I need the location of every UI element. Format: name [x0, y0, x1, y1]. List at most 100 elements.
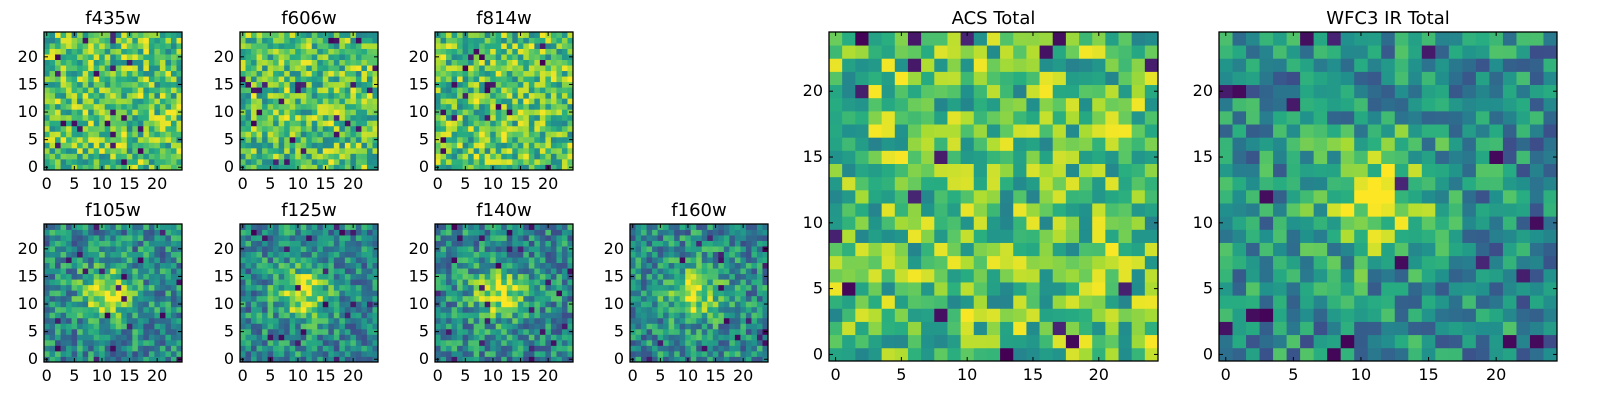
pixel-cell	[93, 273, 100, 280]
pixel-cell	[251, 32, 257, 38]
pixel-cell	[534, 142, 541, 149]
pixel-cell	[457, 142, 463, 149]
pixel-cell	[545, 312, 552, 319]
pixel-cell	[701, 246, 708, 252]
pixel-cell	[256, 345, 263, 352]
pixel-cell	[289, 284, 296, 291]
pixel-cell	[523, 37, 530, 44]
pixel-cell	[300, 273, 307, 280]
pixel-cell	[479, 273, 486, 280]
pixel-cell	[154, 339, 161, 346]
pixel-cell	[712, 229, 719, 236]
pixel-cell	[154, 246, 161, 252]
pixel-cell	[740, 312, 747, 319]
pixel-cell	[539, 103, 546, 110]
pixel-cell	[148, 279, 155, 286]
pixel-cell	[712, 257, 719, 264]
pixel-cell	[556, 114, 563, 121]
pixel-cell	[273, 224, 280, 230]
pixel-cell	[372, 59, 379, 66]
x-tick-label: 5	[460, 366, 470, 385]
pixel-cell	[82, 312, 89, 319]
pixel-cell	[176, 312, 183, 319]
pixel-cell	[251, 262, 257, 269]
pixel-cell	[240, 142, 246, 149]
pixel-cell	[506, 59, 513, 66]
pixel-cell	[71, 306, 78, 313]
pixel-cell	[635, 317, 642, 324]
pixel-cell	[630, 295, 636, 302]
pixel-cell	[88, 273, 95, 280]
pixel-cell	[528, 301, 535, 308]
pixel-cell	[842, 347, 856, 362]
pixel-cell	[245, 98, 252, 105]
pixel-cell	[1118, 334, 1133, 349]
pixel-cell	[881, 176, 896, 191]
pixel-cell	[1013, 334, 1027, 349]
pixel-cell	[273, 312, 280, 319]
pixel-cell	[723, 295, 730, 302]
pixel-cell	[344, 317, 351, 324]
pixel-cell	[82, 257, 89, 264]
pixel-cell	[495, 125, 502, 132]
pixel-cell	[339, 290, 346, 297]
pixel-cell	[322, 92, 329, 99]
pixel-cell	[690, 323, 697, 330]
pixel-cell	[652, 290, 658, 297]
pixel-cell	[110, 345, 117, 352]
pixel-cell	[143, 164, 150, 171]
pixel-cell	[306, 268, 313, 275]
pixel-cell	[550, 147, 557, 154]
pixel-cell	[534, 240, 541, 247]
pixel-cell	[295, 37, 302, 44]
pixel-cell	[267, 317, 274, 324]
pixel-cell	[1052, 216, 1067, 230]
pixel-cell	[159, 120, 166, 127]
pixel-cell	[284, 295, 291, 302]
pixel-cell	[440, 306, 447, 313]
pixel-cell	[457, 109, 463, 116]
pixel-cell	[350, 125, 357, 132]
pixel-cell	[545, 92, 552, 99]
pixel-cell	[446, 43, 452, 49]
pixel-cell	[66, 142, 72, 149]
pixel-cell	[55, 312, 61, 319]
pixel-cell	[446, 229, 452, 236]
pixel-cell	[501, 328, 508, 335]
pixel-cell	[756, 224, 763, 230]
pixel-cell	[523, 48, 530, 55]
pixel-cell	[934, 282, 948, 296]
pixel-cell	[322, 290, 329, 297]
pixel-cell	[278, 339, 285, 346]
pixel-cell	[49, 142, 56, 149]
pixel-cell	[104, 164, 111, 171]
pixel-cell	[490, 103, 497, 110]
pixel-cell	[561, 37, 568, 44]
pixel-cell	[457, 32, 463, 38]
pixel-cell	[495, 240, 502, 247]
pixel-cell	[517, 76, 524, 83]
pixel-cell	[550, 350, 557, 357]
pixel-cell	[121, 251, 128, 258]
pixel-cell	[550, 328, 557, 335]
pixel-cell	[523, 268, 530, 275]
pixel-cell	[528, 158, 535, 165]
pixel-cell	[473, 246, 480, 252]
pixel-cell	[495, 279, 502, 286]
pixel-cell	[251, 229, 257, 236]
pixel-cell	[71, 81, 78, 88]
pixel-cell	[143, 131, 150, 138]
pixel-cell	[740, 290, 747, 297]
pixel-cell	[262, 224, 268, 230]
pixel-cell	[170, 37, 177, 44]
pixel-cell	[295, 334, 302, 341]
pixel-cell	[278, 284, 285, 291]
pixel-cell	[284, 268, 291, 275]
pixel-cell	[556, 98, 563, 105]
pixel-cell	[121, 323, 128, 330]
pixel-cell	[561, 103, 568, 110]
pixel-cell	[561, 164, 568, 171]
pixel-cell	[278, 136, 285, 143]
pixel-cell	[66, 81, 72, 88]
pixel-cell	[523, 142, 530, 149]
